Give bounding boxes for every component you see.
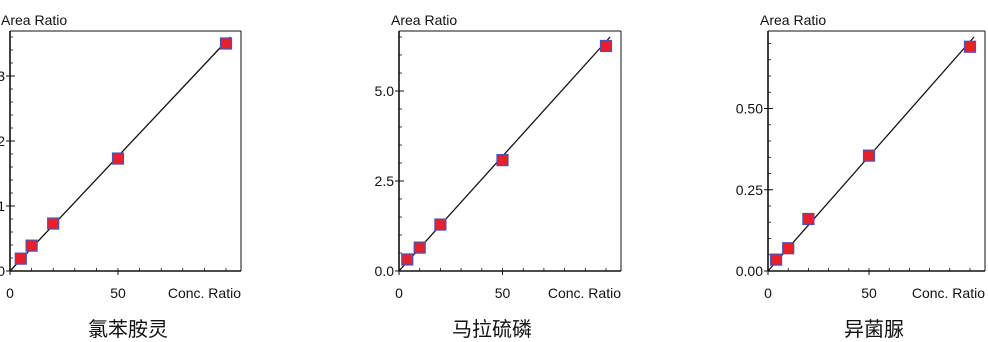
data-point (413, 241, 426, 254)
x-tick-label: 0 (764, 285, 772, 301)
y-tick-label: 5.0 (375, 83, 395, 99)
y-tick-label: 2.5 (375, 173, 395, 189)
y-axis-label: Area Ratio (1, 12, 67, 28)
y-axis-label: Area Ratio (391, 12, 457, 28)
x-axis-label: Conc. Ratio (168, 285, 241, 301)
y-tick-label: 2 (0, 133, 5, 149)
chart-title: 氯苯胺灵 (88, 318, 168, 341)
fit-line (398, 36, 611, 272)
x-tick-label: 0 (395, 285, 403, 301)
y-tick-label: 0.00 (736, 263, 763, 279)
data-point (802, 212, 815, 226)
data-point (47, 217, 60, 230)
x-tick-label: 50 (110, 285, 126, 301)
data-point (111, 152, 125, 165)
chart-panel-2: 0.0 2.5 5.0 0 50 Area Ratio Conc. Ratio 马拉硫磷 (375, 12, 622, 341)
x-axis-label: Conc. Ratio (548, 285, 621, 301)
chart-panel-3: 0.00 0.25 0.50 0 50 Area Ratio Conc. Ratio 异菌脲 (736, 12, 986, 341)
data-point (14, 252, 27, 265)
x-tick-label: 50 (861, 285, 877, 301)
data-point (769, 253, 783, 266)
data-point (401, 253, 414, 266)
data-point (963, 40, 977, 53)
y-tick-label: 0.0 (375, 263, 395, 279)
chart-panel-1: 0 1 2 3 0 50 Area Ratio Conc. Ratio 氯苯胺灵 (0, 12, 242, 341)
data-point (434, 218, 447, 231)
data-point (599, 39, 613, 53)
y-tick-label: 0.25 (736, 182, 763, 198)
data-point (25, 239, 38, 252)
x-tick-label: 0 (6, 285, 14, 301)
x-axis-label: Conc. Ratio (912, 285, 985, 301)
data-point (782, 242, 795, 255)
y-tick-label: 1 (0, 198, 5, 214)
chart-title: 异菌脲 (844, 318, 904, 341)
y-tick-label: 0 (0, 263, 5, 279)
x-tick-label: 50 (495, 285, 511, 301)
y-tick-label: 0.50 (736, 101, 763, 117)
y-axis-label: Area Ratio (760, 12, 826, 28)
chart-title: 马拉硫磷 (452, 318, 532, 341)
y-tick-label: 3 (0, 68, 5, 84)
data-point (219, 37, 233, 50)
data-point (862, 149, 876, 162)
data-point (496, 154, 509, 167)
